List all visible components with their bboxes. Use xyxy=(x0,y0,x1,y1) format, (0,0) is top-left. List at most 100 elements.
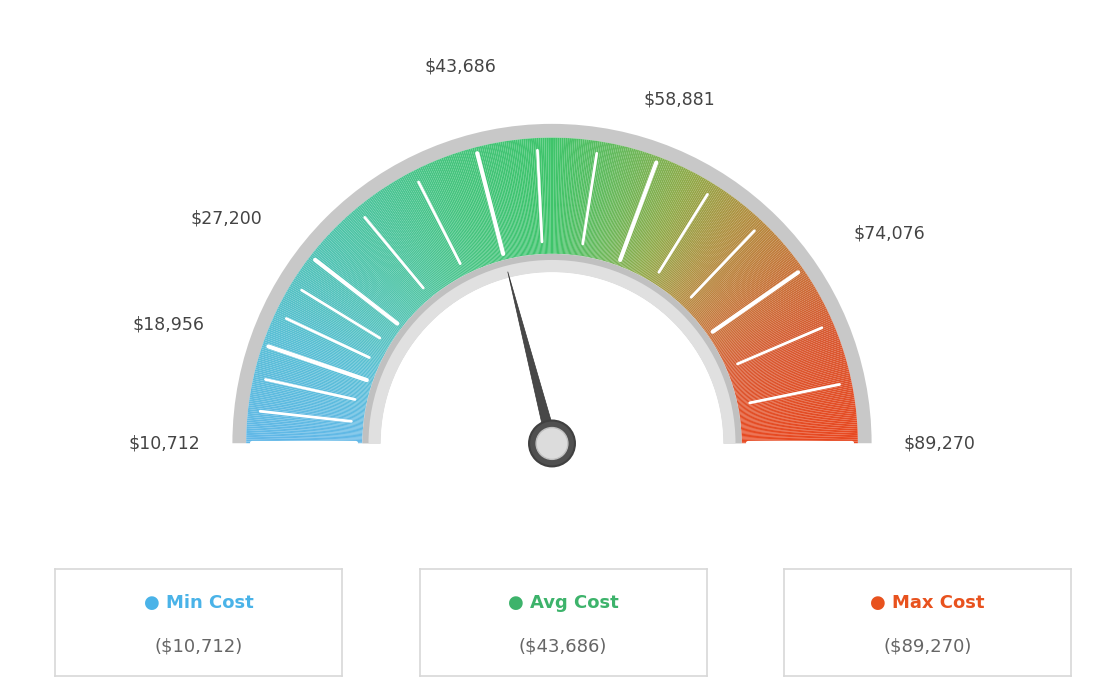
Wedge shape xyxy=(687,228,771,311)
Wedge shape xyxy=(741,424,858,433)
Wedge shape xyxy=(311,253,404,326)
Wedge shape xyxy=(698,248,789,324)
Wedge shape xyxy=(369,197,439,291)
Wedge shape xyxy=(742,440,858,442)
Wedge shape xyxy=(736,375,850,402)
Wedge shape xyxy=(736,373,850,401)
Text: $58,881: $58,881 xyxy=(644,90,715,108)
Wedge shape xyxy=(580,141,598,256)
Wedge shape xyxy=(719,298,821,354)
Wedge shape xyxy=(683,223,765,308)
Wedge shape xyxy=(737,377,851,403)
Wedge shape xyxy=(596,146,625,259)
Wedge shape xyxy=(246,424,363,433)
Wedge shape xyxy=(668,201,741,295)
Wedge shape xyxy=(277,308,382,361)
Wedge shape xyxy=(637,170,691,275)
Wedge shape xyxy=(648,180,710,281)
Wedge shape xyxy=(693,239,782,318)
Wedge shape xyxy=(700,251,792,326)
Wedge shape xyxy=(645,177,702,279)
Wedge shape xyxy=(247,420,363,431)
Wedge shape xyxy=(574,140,591,255)
Wedge shape xyxy=(655,186,719,285)
Wedge shape xyxy=(739,394,854,414)
Wedge shape xyxy=(393,181,455,282)
Text: $10,712: $10,712 xyxy=(128,435,200,453)
Wedge shape xyxy=(342,219,423,305)
Wedge shape xyxy=(646,177,704,279)
Wedge shape xyxy=(310,255,403,327)
Wedge shape xyxy=(678,215,757,303)
Wedge shape xyxy=(301,267,397,335)
Wedge shape xyxy=(289,286,390,347)
Wedge shape xyxy=(629,164,679,271)
Wedge shape xyxy=(442,158,485,267)
Wedge shape xyxy=(689,233,775,314)
Wedge shape xyxy=(736,369,849,399)
Wedge shape xyxy=(533,138,541,254)
Wedge shape xyxy=(481,146,509,259)
Wedge shape xyxy=(264,338,374,380)
Wedge shape xyxy=(699,250,790,324)
Wedge shape xyxy=(724,317,831,366)
Wedge shape xyxy=(248,409,363,423)
Wedge shape xyxy=(718,295,820,352)
Wedge shape xyxy=(328,234,414,315)
Wedge shape xyxy=(354,209,431,299)
Wedge shape xyxy=(307,259,401,330)
Wedge shape xyxy=(265,336,374,378)
Wedge shape xyxy=(319,244,408,321)
Wedge shape xyxy=(537,138,543,254)
Wedge shape xyxy=(544,138,549,254)
Wedge shape xyxy=(275,313,381,364)
Text: $18,956: $18,956 xyxy=(132,315,204,334)
Wedge shape xyxy=(616,156,657,266)
Wedge shape xyxy=(716,291,818,350)
Wedge shape xyxy=(550,137,552,254)
Wedge shape xyxy=(722,310,828,362)
Wedge shape xyxy=(231,444,873,690)
Wedge shape xyxy=(270,322,378,369)
Wedge shape xyxy=(648,179,708,280)
Wedge shape xyxy=(649,181,711,282)
Wedge shape xyxy=(392,182,454,282)
Wedge shape xyxy=(666,198,736,292)
Wedge shape xyxy=(684,224,767,308)
Wedge shape xyxy=(715,288,816,348)
Wedge shape xyxy=(252,386,365,409)
Wedge shape xyxy=(450,155,490,265)
Wedge shape xyxy=(732,349,843,386)
Wedge shape xyxy=(576,140,592,255)
Wedge shape xyxy=(605,150,639,262)
Wedge shape xyxy=(554,137,558,254)
Wedge shape xyxy=(473,148,503,260)
Wedge shape xyxy=(584,142,605,257)
Wedge shape xyxy=(721,303,825,357)
Wedge shape xyxy=(697,246,786,322)
Wedge shape xyxy=(394,180,456,281)
Wedge shape xyxy=(563,138,571,254)
Wedge shape xyxy=(700,253,793,326)
Wedge shape xyxy=(335,227,418,310)
Polygon shape xyxy=(508,272,558,458)
Wedge shape xyxy=(714,286,815,347)
Wedge shape xyxy=(739,392,853,413)
Wedge shape xyxy=(247,411,363,424)
Wedge shape xyxy=(433,161,479,269)
Wedge shape xyxy=(734,356,846,391)
Wedge shape xyxy=(591,144,617,258)
Wedge shape xyxy=(261,349,372,386)
Wedge shape xyxy=(722,308,827,361)
Text: $74,076: $74,076 xyxy=(853,225,925,243)
Wedge shape xyxy=(508,141,526,256)
Wedge shape xyxy=(489,144,514,258)
Wedge shape xyxy=(578,141,596,256)
Wedge shape xyxy=(381,444,723,615)
Wedge shape xyxy=(735,362,847,394)
Wedge shape xyxy=(723,313,829,364)
Wedge shape xyxy=(361,203,435,295)
Wedge shape xyxy=(741,422,857,431)
Wedge shape xyxy=(739,388,853,411)
Wedge shape xyxy=(539,138,545,254)
